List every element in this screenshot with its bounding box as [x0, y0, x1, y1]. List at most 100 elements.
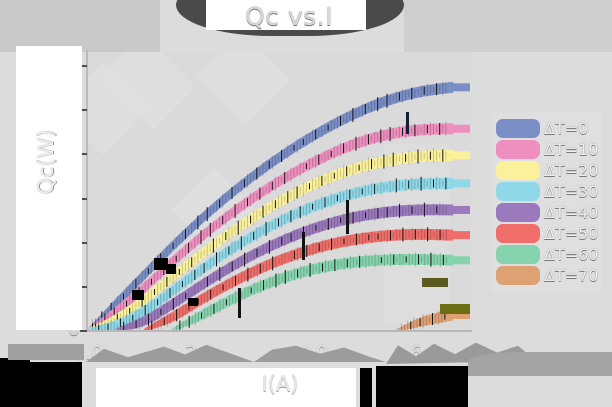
error-bar-tick [213, 303, 215, 314]
error-bar-tick [374, 160, 376, 167]
error-bar-tick [244, 272, 246, 281]
error-bar-tick [365, 254, 367, 269]
error-bar-tick [417, 125, 419, 136]
legend-label: ΔT=30 [544, 182, 599, 201]
error-bar-tick [417, 149, 419, 164]
legend-item[interactable]: ΔT=30 [496, 181, 600, 202]
series-end-cap [451, 205, 470, 214]
error-bar-tick [262, 227, 264, 234]
error-bar-tick [337, 260, 339, 269]
error-bar-tick [405, 178, 407, 191]
error-bar-tick [228, 226, 230, 241]
error-bar-tick [278, 176, 279, 187]
error-bar-tick [389, 127, 391, 142]
error-bar-tick [340, 169, 341, 178]
error-bar-tick [281, 253, 283, 266]
error-bar-tick [445, 257, 447, 264]
error-bar-tick [365, 232, 367, 243]
error-bar-tick [413, 317, 415, 330]
error-bar-tick [160, 293, 162, 306]
legend-item[interactable]: ΔT=10 [496, 139, 600, 160]
error-bar-tick [144, 318, 146, 325]
error-bar-tick [331, 238, 333, 251]
error-bar-tick [414, 88, 416, 97]
error-bar-tick [138, 316, 140, 330]
error-bar-tick [309, 222, 311, 237]
error-bar-tick [445, 83, 447, 94]
legend-label: ΔT=10 [544, 140, 599, 159]
x-tick-label: 4.0 [297, 342, 328, 364]
error-bar-tick [281, 213, 283, 228]
error-bar-tick [150, 299, 152, 314]
error-bar-tick [166, 288, 168, 303]
error-bar-tick [259, 248, 261, 255]
error-bar-tick [361, 160, 363, 173]
error-bar-tick [278, 218, 279, 227]
error-bar-tick [442, 180, 444, 187]
error-bar-tick [306, 227, 308, 236]
error-bar-tick [420, 151, 422, 162]
error-bar-tick [234, 275, 236, 286]
error-bar-tick [405, 207, 407, 214]
legend-item[interactable]: ΔT=50 [496, 223, 600, 244]
error-bar-tick [212, 257, 214, 266]
error-bar-tick [237, 241, 239, 250]
error-bar-tick [197, 312, 199, 323]
error-bar-tick [358, 187, 360, 198]
legend-item[interactable]: ΔT=70 [496, 265, 600, 286]
error-bar-tick [328, 261, 330, 272]
legend-item[interactable]: ΔT=40 [496, 202, 600, 223]
error-bar-tick [150, 261, 152, 274]
error-bar-tick [222, 216, 224, 225]
x-axis-label: I(A) [261, 372, 299, 396]
legend-item[interactable]: ΔT=0 [496, 118, 600, 139]
error-bar-tick [237, 257, 239, 270]
error-bar-tick [225, 279, 227, 292]
error-bar-tick [268, 222, 270, 233]
legend-swatch [496, 140, 540, 159]
error-bar-tick [371, 100, 372, 113]
artifact-black-bottom-3 [376, 366, 468, 407]
error-bars [176, 252, 447, 330]
error-bar-tick [358, 209, 360, 224]
error-bar-tick [262, 162, 264, 177]
error-bar-tick [411, 206, 413, 215]
error-bar-tick [179, 309, 181, 318]
error-bar-tick [268, 205, 270, 211]
error-bar-tick [262, 243, 264, 256]
error-bar-tick [135, 310, 137, 323]
error-bar-tick [147, 268, 149, 275]
error-bar-tick [349, 112, 351, 121]
legend-item[interactable]: ΔT=60 [496, 244, 600, 265]
error-bar-tick [250, 173, 252, 184]
error-bar-tick [402, 152, 403, 165]
error-bar-tick [390, 252, 392, 267]
error-bar-tick [436, 255, 438, 264]
error-bar-tick [408, 180, 410, 189]
error-bar-tick [210, 289, 212, 300]
error-bar-tick [361, 188, 363, 195]
error-bar-tick [104, 322, 106, 330]
error-bar-tick [191, 287, 193, 296]
error-bar-tick [225, 299, 227, 306]
error-bar-tick [206, 276, 208, 287]
error-bar-tick [436, 126, 438, 133]
error-bar-tick [256, 192, 258, 199]
error-bar-tick [395, 206, 397, 215]
legend-item[interactable]: ΔT=20 [496, 160, 600, 181]
error-bar-tick [426, 204, 428, 215]
error-bar-tick [126, 314, 128, 329]
error-bar-tick [400, 323, 402, 330]
error-bar-tick [318, 261, 320, 274]
error-bar-tick [386, 154, 388, 167]
error-bar-tick [436, 176, 438, 191]
error-bar-tick [290, 191, 292, 200]
error-bar-tick [244, 287, 246, 300]
error-bar-tick [349, 189, 351, 200]
error-bar-tick [175, 281, 177, 296]
error-bar-tick [209, 243, 211, 252]
error-bar-tick [305, 134, 307, 147]
error-bar-tick [399, 230, 401, 239]
error-bar-tick [163, 265, 165, 276]
error-bar-tick [166, 302, 168, 313]
